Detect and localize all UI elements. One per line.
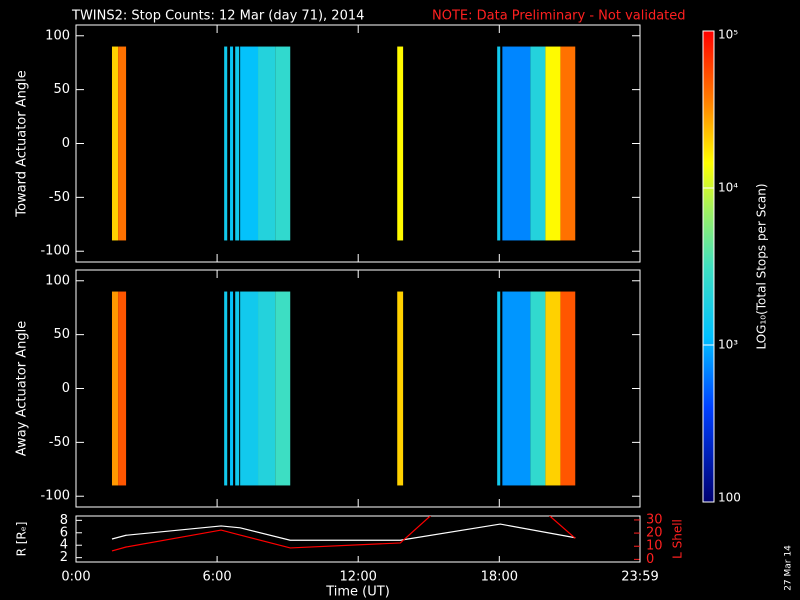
- y-axis-label: R [Rₑ]: [15, 522, 29, 557]
- heatmap-cell: [224, 46, 228, 241]
- heatmap-cell: [240, 291, 259, 486]
- y2-tick-label: 20: [646, 526, 663, 541]
- y-axis-label: Away Actuator Angle: [15, 321, 30, 456]
- heatmap-cell: [497, 46, 501, 241]
- x-axis-label: Time (UT): [325, 585, 390, 600]
- heatmap-cell: [560, 291, 576, 486]
- y-tick-label: -50: [49, 190, 70, 205]
- heatmap-cell: [230, 291, 234, 486]
- heatmap-cell: [502, 291, 531, 486]
- heatmap-cell: [118, 291, 127, 486]
- heatmap-cell: [111, 291, 119, 486]
- x-tick-label: 0:00: [61, 570, 90, 585]
- colorbar: [702, 30, 715, 503]
- y-tick-label: 8: [60, 513, 68, 528]
- y-tick-label: 6: [60, 525, 68, 540]
- heatmap-cell: [530, 291, 546, 486]
- y-tick-label: 2: [60, 550, 68, 565]
- y-tick-label: 100: [45, 28, 70, 43]
- heatmap-cell: [235, 291, 240, 486]
- y2-axis-label: L Shell: [671, 519, 685, 559]
- data-line: [111, 516, 576, 552]
- colorbar-label: LOG₁₀(Total Stops per Scan): [755, 183, 769, 349]
- note: NOTE: Data Preliminary - Not validated: [432, 9, 686, 24]
- heatmap-cell: [497, 291, 501, 486]
- panel-frame: [75, 515, 641, 563]
- heatmap-cell: [545, 46, 561, 241]
- heatmap-cell: [235, 46, 240, 241]
- y-tick-label: -50: [49, 435, 70, 450]
- heatmap-cell: [258, 46, 276, 241]
- heatmap-cell: [397, 46, 404, 241]
- x-tick-label: 18:00: [481, 570, 518, 585]
- y2-tick-label: 0: [646, 552, 654, 567]
- date-stamp: 27 Mar 14: [784, 545, 794, 591]
- y-axis-label: Toward Actuator Angle: [15, 70, 30, 217]
- heatmap-cell: [111, 46, 119, 241]
- heatmap-cell: [224, 291, 228, 486]
- x-tick-label: 12:00: [339, 570, 376, 585]
- heatmap-cell: [275, 46, 291, 241]
- colorbar-tick-label: 10³: [718, 338, 738, 352]
- y-tick-label: 100: [45, 273, 70, 288]
- heatmap-cell: [240, 46, 259, 241]
- y-tick-label: 4: [60, 538, 68, 553]
- y2-tick-label: 10: [646, 539, 663, 554]
- colorbar-tick-label: 100: [718, 491, 741, 505]
- x-tick-label: 23:59: [621, 570, 658, 585]
- y-tick-label: 50: [53, 327, 70, 342]
- x-tick-label: 6:00: [202, 570, 231, 585]
- heatmap-cell: [258, 291, 276, 486]
- colorbar-tick-label: 10⁴: [718, 181, 738, 195]
- y-tick-label: 0: [62, 381, 70, 396]
- heatmap-cell: [275, 291, 291, 486]
- y2-tick-label: 30: [646, 512, 663, 527]
- heatmap-cell: [560, 46, 576, 241]
- heatmap-cell: [545, 291, 561, 486]
- heatmap-cell: [502, 46, 531, 241]
- y-tick-label: 0: [62, 136, 70, 151]
- data-line: [111, 523, 576, 541]
- y-tick-label: -100: [40, 244, 70, 259]
- heatmap-cell: [530, 46, 546, 241]
- colorbar-tick-label: 10⁵: [718, 28, 738, 42]
- heatmap-cell: [397, 291, 404, 486]
- title: TWINS2: Stop Counts: 12 Mar (day 71), 20…: [71, 9, 364, 24]
- y-tick-label: -100: [40, 489, 70, 504]
- heatmap-cell: [230, 46, 234, 241]
- heatmap-cell: [118, 46, 127, 241]
- y-tick-label: 50: [53, 82, 70, 97]
